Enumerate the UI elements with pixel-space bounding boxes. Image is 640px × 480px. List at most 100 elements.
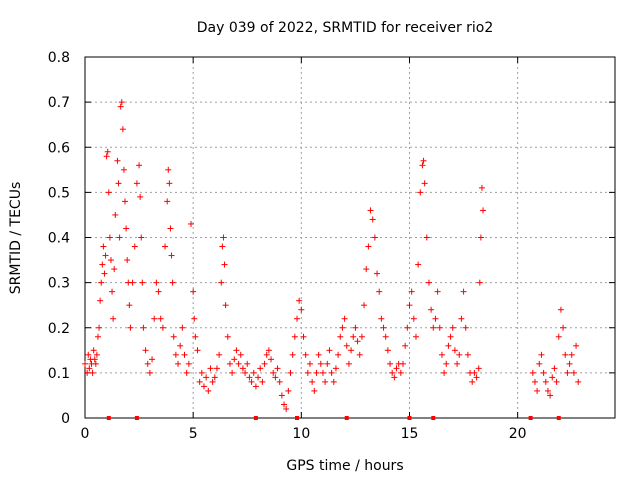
data-point [213, 365, 220, 372]
data-point [146, 369, 153, 376]
data-point [181, 351, 188, 358]
data-point [142, 347, 149, 354]
data-point [149, 356, 156, 363]
data-point [157, 315, 164, 322]
zero-marker-point [344, 416, 349, 420]
x-tick-label: 10 [292, 426, 310, 442]
data-point [326, 347, 333, 354]
data-point [123, 225, 130, 232]
data-point [109, 288, 116, 295]
data-point [477, 234, 484, 241]
zero-marker-point [134, 416, 139, 420]
data-point [85, 351, 92, 358]
data-point [557, 306, 564, 313]
data-point [478, 184, 485, 191]
data-point [544, 387, 551, 394]
data-point [235, 360, 242, 367]
data-point [244, 360, 251, 367]
data-point [410, 315, 417, 322]
data-point [194, 347, 201, 354]
data-point [112, 211, 119, 218]
data-point [575, 378, 582, 385]
data-point [120, 166, 127, 173]
x-axis-label: GPS time / hours [286, 458, 403, 474]
data-point [348, 347, 355, 354]
data-point [111, 266, 118, 273]
data-point [306, 360, 313, 367]
data-point [285, 387, 292, 394]
data-point [103, 153, 110, 160]
data-point [185, 360, 192, 367]
data-point [358, 333, 365, 340]
data-point [91, 356, 98, 363]
zero-marker-point [407, 416, 412, 420]
points [82, 99, 582, 420]
data-point [406, 302, 413, 309]
x-tick-label: 20 [509, 426, 527, 442]
zero-marker-point [556, 416, 561, 420]
data-point [116, 234, 123, 241]
data-point [564, 369, 571, 376]
data-point [250, 369, 257, 376]
data-point [393, 365, 400, 372]
data-point [101, 270, 108, 277]
data-point [324, 360, 331, 367]
data-point [231, 356, 238, 363]
data-point [289, 351, 296, 358]
data-point [313, 369, 320, 376]
data-point [451, 347, 458, 354]
data-point [330, 378, 337, 385]
data-point [172, 351, 179, 358]
data-point [93, 351, 100, 358]
data-point [382, 333, 389, 340]
data-point [332, 365, 339, 372]
data-point [283, 405, 290, 412]
data-point [126, 302, 133, 309]
data-point [136, 162, 143, 169]
data-point [415, 261, 422, 268]
data-point [118, 99, 125, 106]
data-point [183, 369, 190, 376]
data-point [438, 351, 445, 358]
data-point [114, 157, 121, 164]
data-point [220, 234, 227, 241]
data-point [417, 189, 424, 196]
data-point [462, 324, 469, 331]
data-point [110, 315, 117, 322]
data-point [529, 369, 536, 376]
data-point [420, 157, 427, 164]
data-point [196, 378, 203, 385]
zero-marker-point [295, 416, 299, 420]
data-point [270, 369, 277, 376]
data-point [562, 351, 569, 358]
data-point [296, 297, 303, 304]
data-point [311, 387, 318, 394]
data-point [151, 315, 158, 322]
data-point [456, 351, 463, 358]
data-point [168, 252, 175, 259]
data-point [127, 324, 134, 331]
data-point [219, 243, 226, 250]
data-point [281, 401, 288, 408]
data-point [419, 162, 426, 169]
y-tick-label: 0 [61, 411, 70, 427]
data-point [248, 378, 255, 385]
data-point [129, 279, 136, 286]
data-point [162, 243, 169, 250]
data-point [402, 342, 409, 349]
data-point [272, 374, 279, 381]
data-point [106, 234, 113, 241]
data-point [369, 216, 376, 223]
data-point [345, 360, 352, 367]
data-point [82, 360, 88, 367]
data-point [404, 324, 411, 331]
data-point [443, 360, 450, 367]
data-point [167, 225, 174, 232]
data-point [265, 347, 272, 354]
data-point [380, 324, 387, 331]
data-point [476, 279, 483, 286]
data-point [191, 315, 198, 322]
data-point [255, 374, 262, 381]
data-point [119, 126, 126, 133]
